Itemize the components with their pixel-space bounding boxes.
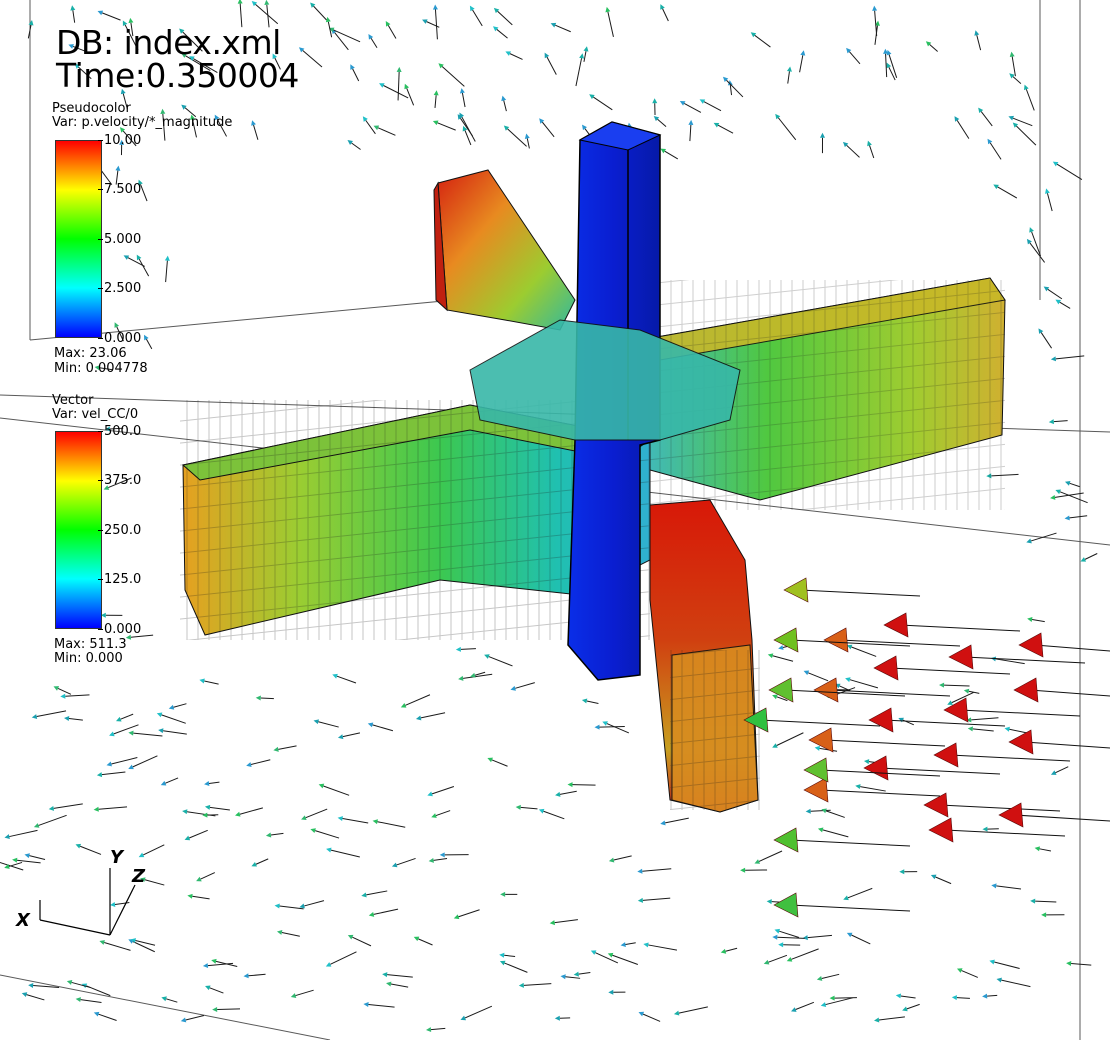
pseudocolor-arm-front [649,499,760,813]
pseudocolor-arm-back [433,169,576,331]
legend-tick: 0.000 [97,331,142,346]
legend-tick: 5.000 [97,232,142,247]
axis-triad [39,868,136,936]
legend-tick: 2.500 [97,281,142,296]
legend-variable: Var: p.velocity/*_magnitude [52,115,233,130]
legend-tick: 250.0 [97,523,142,538]
vector-legend: Vector Var: vel_CC/0 500.0 375.0 250.0 1… [52,393,141,666]
database-title: DB: index.xml [56,23,281,62]
time-label: Time:0.350004 [56,56,299,95]
legend-title: Pseudocolor [52,101,131,116]
legend-tick: 375.0 [97,473,142,488]
axis-label-x: X [16,910,30,931]
axis-label-z: Z [132,866,146,887]
color-bar [55,431,102,629]
legend-max: Max: 511.3 [54,637,127,652]
legend-min: Min: 0.004778 [54,361,148,376]
pseudocolor-hub [469,319,741,441]
legend-tick: 125.0 [97,572,142,587]
legend-variable: Var: vel_CC/0 [52,407,139,422]
color-bar [55,140,102,338]
pseudocolor-legend: Pseudocolor Var: p.velocity/*_magnitude … [52,101,233,376]
legend-title: Vector [52,393,94,408]
legend-tick: 0.000 [97,622,142,637]
legend-tick: 10.00 [97,133,142,148]
axis-label-y: Y [110,847,124,868]
legend-min: Min: 0.000 [54,651,123,666]
legend-tick: 500.0 [97,424,142,439]
legend-tick: 7.500 [97,182,142,197]
cone-glyphs [743,577,1110,918]
legend-max: Max: 23.06 [54,346,127,361]
